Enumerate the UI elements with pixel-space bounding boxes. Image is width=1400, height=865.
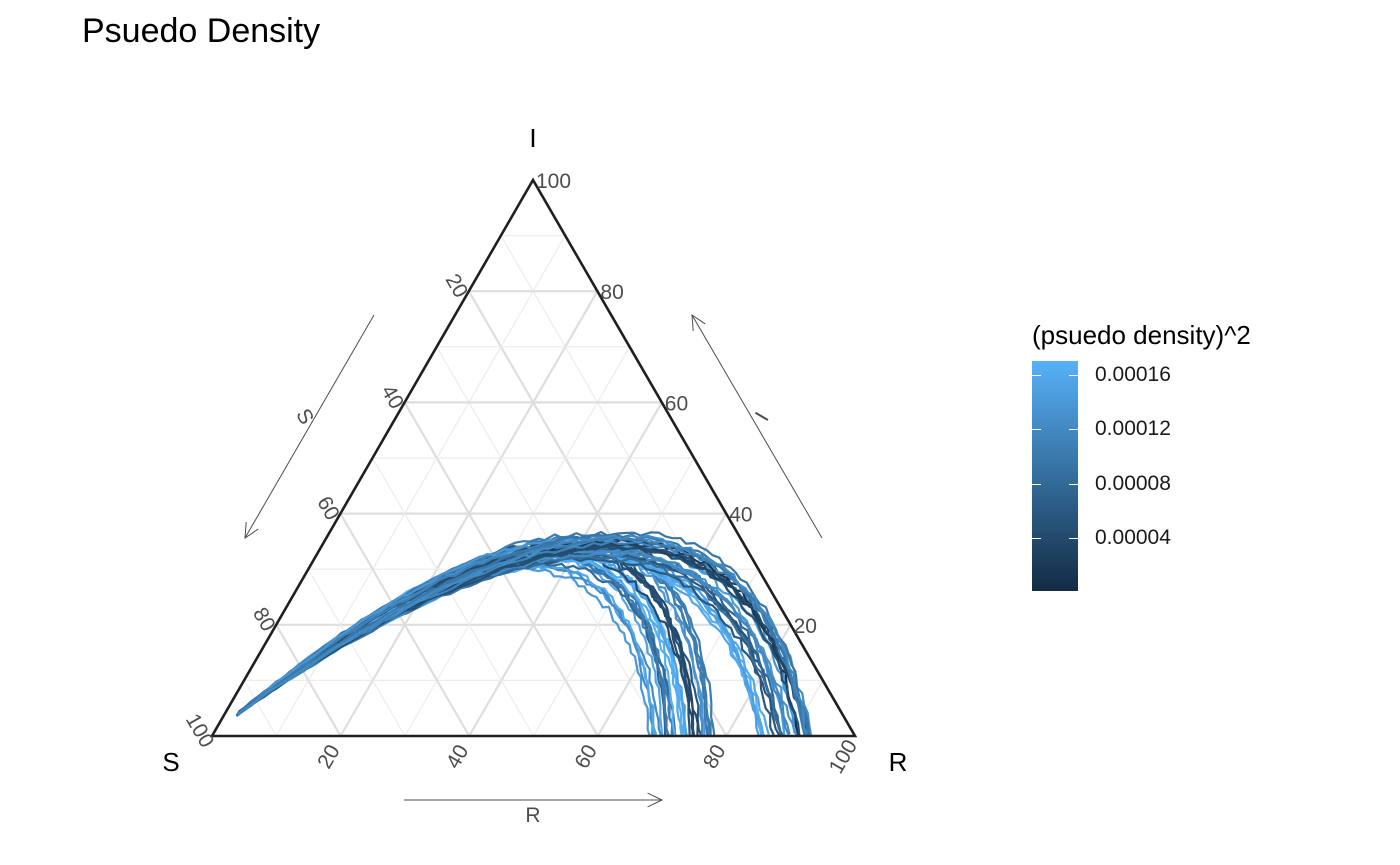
legend-label: 0.00008: [1095, 471, 1171, 495]
tick-label-s: 100: [181, 710, 218, 752]
legend-label: 0.00016: [1095, 362, 1171, 386]
grid-line-s: [307, 568, 406, 737]
grid-line-s: [500, 235, 792, 737]
arrow-s-head: [244, 522, 259, 539]
arrow-i-head: [691, 314, 706, 331]
legend-tick-left: [1032, 429, 1041, 431]
legend-tick-left: [1032, 538, 1041, 540]
legend-body: 0.00016 0.00012 0.00008 0.00004: [1032, 361, 1251, 591]
chart-title: Psuedo Density: [82, 12, 321, 50]
tick-label-i: 20: [794, 615, 817, 638]
grid-line-s: [371, 457, 535, 737]
grid-line-s: [339, 513, 471, 737]
vertex-label-i: I: [529, 123, 536, 153]
tick-label-r: 100: [825, 736, 862, 778]
vertex-label-r: R: [889, 747, 908, 777]
arrow-label-r: R: [525, 804, 540, 827]
tick-label-r: 40: [442, 741, 474, 773]
tick-label-i: 100: [536, 170, 571, 193]
legend-tick-right: [1069, 374, 1078, 376]
legend-label: 0.00012: [1095, 417, 1171, 441]
triangle-frame: [209, 177, 858, 738]
tick-label-r: 20: [313, 741, 345, 773]
triangle-outline: [209, 177, 858, 738]
tick-label-s: 80: [248, 604, 280, 636]
tick-label-r: 60: [570, 741, 602, 773]
arrow-label-s: S: [291, 405, 318, 429]
legend-label: 0.00004: [1095, 526, 1171, 550]
tick-label-r: 80: [699, 741, 731, 773]
legend-tick-right: [1069, 483, 1078, 485]
legend-tick-right: [1069, 429, 1078, 431]
legend-tick-left: [1032, 374, 1041, 376]
tick-label-i: 80: [600, 281, 623, 304]
tick-label-i: 40: [729, 504, 752, 527]
grid-line-r: [532, 457, 695, 737]
vertex-label-s: S: [162, 747, 179, 777]
arrow-r-head: [647, 792, 664, 808]
grid-line-s: [275, 624, 342, 737]
arrow-i: [691, 314, 823, 539]
arrow-s: [244, 314, 375, 539]
density-curves: [235, 530, 813, 737]
density-curve: [236, 532, 709, 736]
legend-title: (psuedo density)^2: [1032, 320, 1251, 350]
density-curve: [236, 534, 808, 737]
tick-label-s: 20: [441, 270, 473, 302]
grid-line-s: [243, 680, 277, 737]
tick-label-s: 40: [376, 381, 408, 413]
legend-tick-right: [1069, 538, 1078, 540]
legend-tick-left: [1032, 483, 1041, 485]
axis-arrows: S I R: [244, 314, 823, 827]
color-legend: (psuedo density)^2 0.00016 0.00012 0.00008…: [1032, 320, 1251, 591]
legend-colorbar: [1032, 361, 1078, 591]
tick-label-s: 60: [312, 492, 344, 524]
tick-label-i: 60: [665, 392, 688, 415]
